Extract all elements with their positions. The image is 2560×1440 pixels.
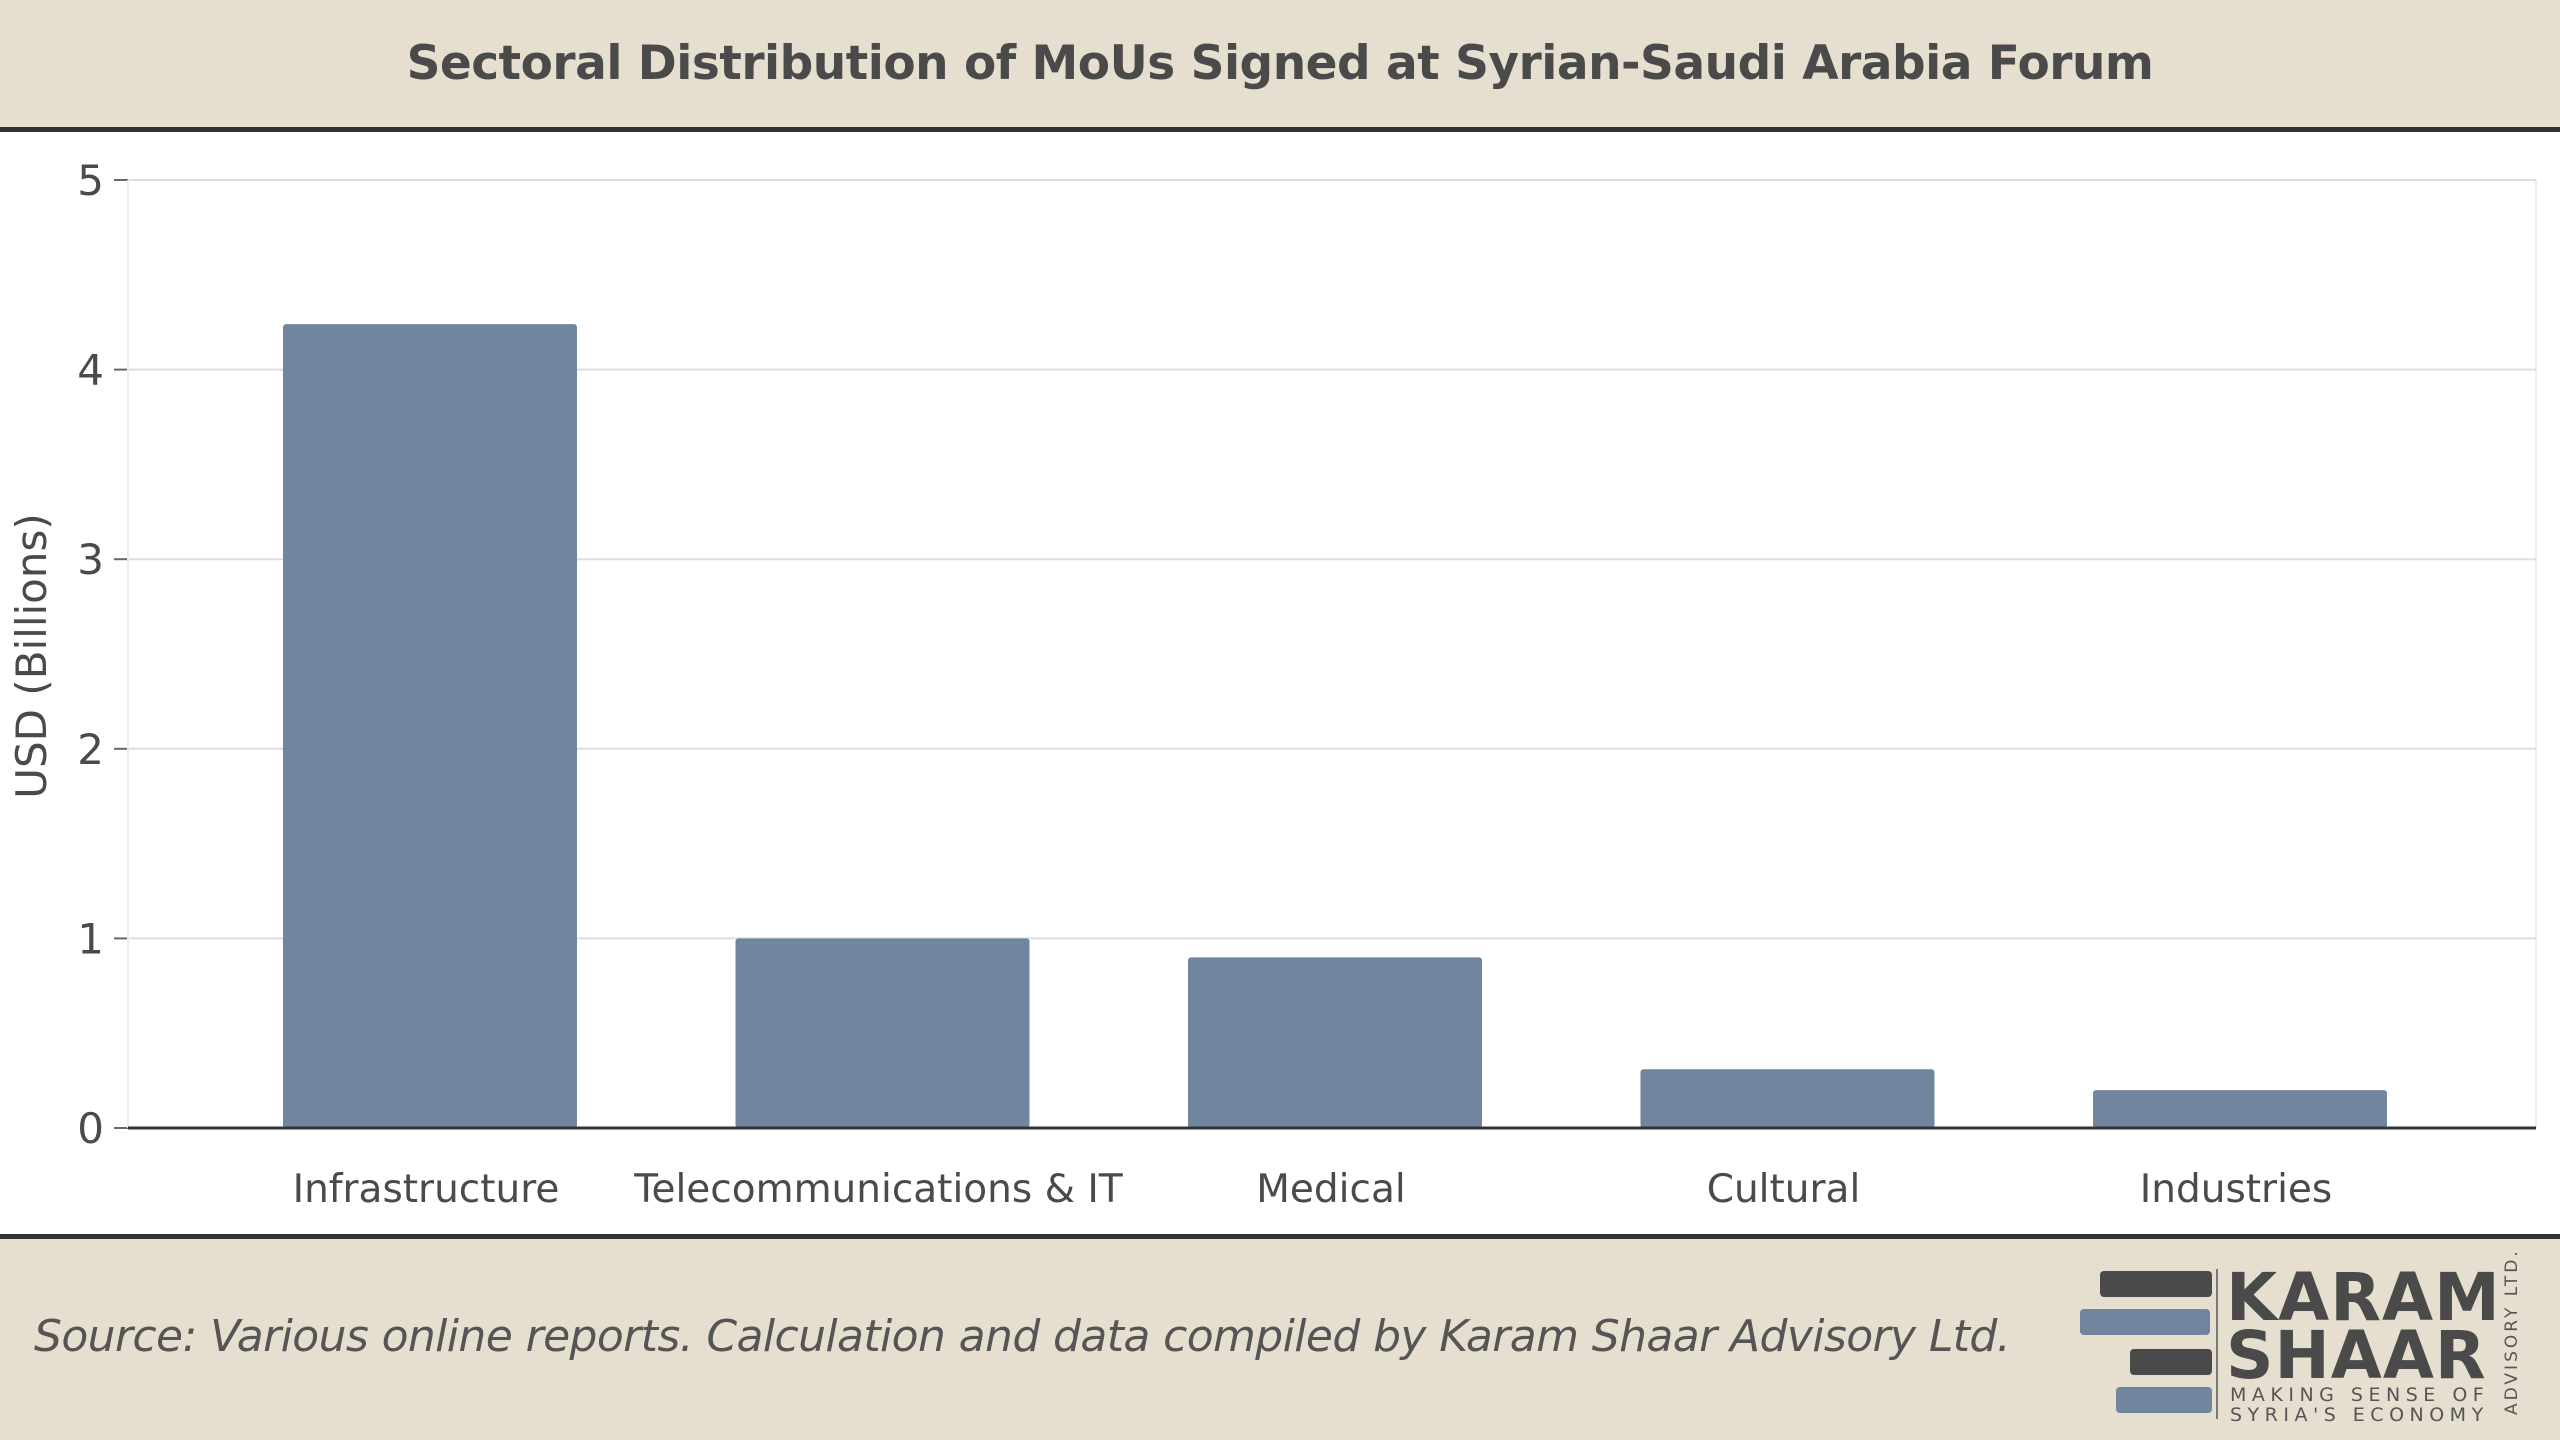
brand-logo: KARAM SHAAR MAKING SENSE OF SYRIA'S ECON…: [2078, 1248, 2538, 1426]
x-tick-label: Medical: [1256, 1167, 1405, 1212]
bar-layer: [283, 324, 2387, 1128]
logo-word-shaar: SHAAR: [2226, 1317, 2487, 1394]
footer-banner: Source: Various online reports. Calculat…: [0, 1234, 2560, 1440]
logo-bars-icon: [2078, 1265, 2218, 1425]
x-tick-label: Industries: [2140, 1167, 2333, 1212]
y-tick-label: 5: [77, 156, 104, 205]
bar-cultural: [1640, 1069, 1935, 1128]
bar-telecommunications-it: [735, 938, 1030, 1128]
y-tick-label: 0: [77, 1104, 104, 1153]
bar-chart: 0 1 2 3 4 5 Infrastructure Telecommunications &…: [7, 156, 2537, 1212]
logo-vertical-text: ADVISORY LTD.: [2502, 1248, 2522, 1415]
bar-industries: [2093, 1090, 2387, 1128]
chart-title: Sectoral Distribution of MoUs Signed at …: [406, 36, 2154, 91]
bar-medical: [1188, 957, 1482, 1128]
source-note: Source: Various online reports. Calculat…: [34, 1311, 2011, 1362]
y-tick-label: 4: [77, 346, 104, 395]
y-tick-label: 3: [77, 535, 104, 584]
header-banner: Sectoral Distribution of MoUs Signed at …: [0, 0, 2560, 132]
x-tick-label: Telecommunications & IT: [633, 1167, 1123, 1212]
y-tick-label: 1: [77, 914, 104, 963]
y-tick-label: 2: [77, 725, 104, 774]
axis-layer: 0 1 2 3 4 5 Infrastructure Telecommunications &…: [77, 156, 2536, 1212]
x-tick-label: Infrastructure: [293, 1167, 560, 1212]
x-tick-label: Cultural: [1707, 1167, 1861, 1212]
logo-bar-2: [2080, 1309, 2210, 1335]
logo-divider: [2216, 1269, 2218, 1419]
logo-bar-3: [2130, 1349, 2212, 1375]
y-axis-title: USD (Billions): [7, 513, 56, 799]
logo-word-karam: KARAM: [2226, 1259, 2501, 1336]
logo-bar-1: [2100, 1271, 2212, 1297]
logo-bar-4: [2116, 1387, 2212, 1413]
bar-infrastructure: [283, 324, 577, 1128]
logo-tagline-1: MAKING SENSE OF: [2230, 1384, 2490, 1406]
chart-area: 0 1 2 3 4 5 Infrastructure Telecommunications &…: [0, 132, 2560, 1234]
logo-tagline-2: SYRIA'S ECONOMY: [2230, 1404, 2489, 1426]
